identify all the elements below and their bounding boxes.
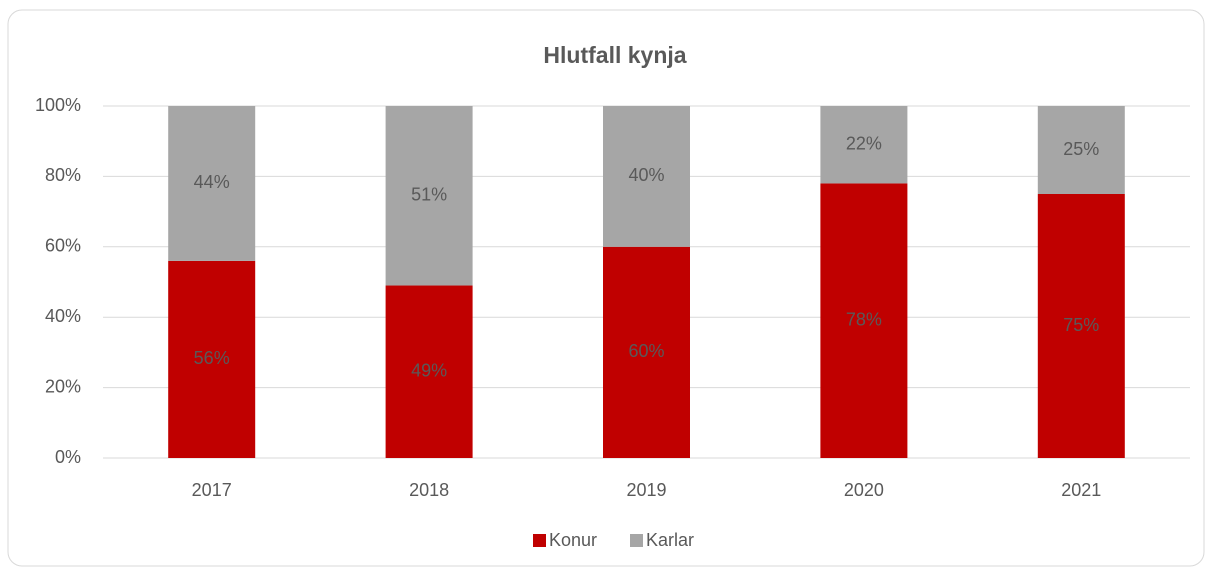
- legend-label: Konur: [549, 530, 597, 550]
- data-label: 78%: [846, 309, 882, 329]
- y-tick-label: 80%: [45, 165, 81, 185]
- bar-segment: [168, 260, 256, 458]
- data-label: 49%: [411, 361, 447, 381]
- bar-segment: [1037, 106, 1125, 194]
- x-tick-label: 2021: [1061, 480, 1101, 500]
- y-tick-label: 20%: [45, 376, 81, 396]
- data-label: 22%: [846, 133, 882, 153]
- bar-segment: [1037, 194, 1125, 458]
- data-label: 51%: [411, 185, 447, 205]
- data-label: 56%: [194, 348, 230, 368]
- y-tick-label: 60%: [45, 236, 81, 256]
- y-tick-label: 40%: [45, 306, 81, 326]
- bar-segment: [385, 285, 473, 458]
- bar-segment: [603, 106, 690, 247]
- bar-segment: [603, 246, 690, 458]
- data-label: 75%: [1063, 315, 1099, 335]
- x-tick-label: 2020: [844, 480, 884, 500]
- data-label: 60%: [628, 341, 664, 361]
- chart-title: Hlutfall kynja: [543, 42, 686, 68]
- x-tick-label: 2018: [409, 480, 449, 500]
- legend-label: Karlar: [646, 530, 694, 550]
- bar-segment: [820, 106, 908, 184]
- legend-swatch: [533, 534, 546, 547]
- data-label: 44%: [194, 172, 230, 192]
- legend-swatch: [630, 534, 643, 547]
- y-tick-label: 0%: [55, 447, 81, 467]
- bar-segment: [385, 106, 473, 286]
- x-tick-label: 2019: [626, 480, 666, 500]
- bar-segment: [820, 183, 908, 458]
- data-label: 25%: [1063, 139, 1099, 159]
- data-label: 40%: [628, 165, 664, 185]
- x-tick-label: 2017: [192, 480, 232, 500]
- y-tick-label: 100%: [35, 95, 81, 115]
- bar-segment: [168, 106, 256, 261]
